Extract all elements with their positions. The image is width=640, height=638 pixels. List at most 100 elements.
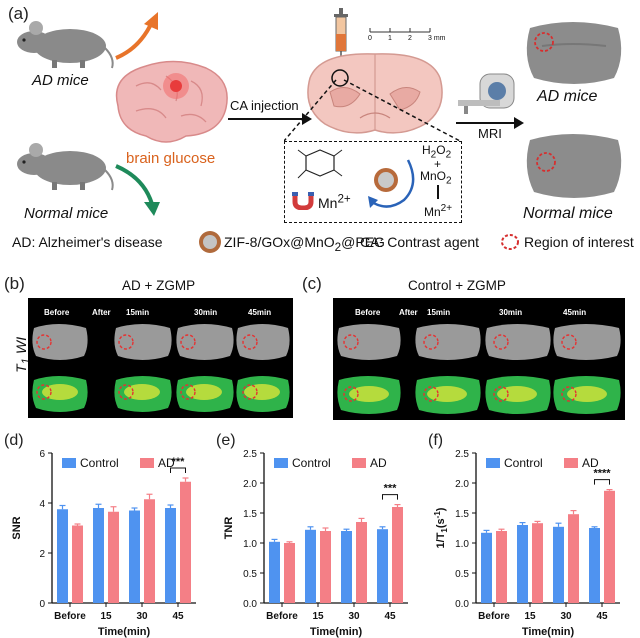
ad-mice-label: AD mice <box>32 72 89 89</box>
mn2-left-label: Mn2+ <box>318 192 351 211</box>
panel-c-mri-strip: Before After 15min 30min 45min <box>333 298 625 420</box>
relaxation-bar-chart: (f) Control AD 0.0 0.5 1.0 1.5 2.0 2.5 1/T1(s-1) B… <box>428 432 620 638</box>
b-label-before: Before <box>44 308 70 317</box>
panel-label: (f) <box>428 432 443 449</box>
y-tick-label: 0.0 <box>243 599 257 610</box>
normal-mice-right-label: Normal mice <box>523 205 613 222</box>
reaction-arrow <box>437 185 439 199</box>
bar-control <box>517 525 528 603</box>
y-axis-label: SNR <box>11 516 23 539</box>
ad-mri-brain <box>526 22 622 84</box>
y-tick-label: 4 <box>39 499 45 510</box>
legend-label-control: Control <box>504 456 543 470</box>
legend-label-control: Control <box>292 456 331 470</box>
y-tick-label: 2.5 <box>455 449 469 460</box>
legend-zgmp: ZIF-8/GOx@MnO2@PEG <box>224 234 385 254</box>
bar-ad <box>392 507 403 603</box>
legend-swatch-control <box>274 458 288 468</box>
panel-c-label: (c) <box>302 274 322 293</box>
h2o2-label: H2O2 <box>422 143 452 161</box>
y-tick-label: 1.5 <box>243 509 257 520</box>
tnr-bar-chart: (e) Control AD 0.0 0.5 1.0 1.5 2.0 2.5 TNR Before 1… <box>216 432 408 638</box>
bar-ad <box>568 514 579 603</box>
b-brain-images <box>32 324 290 412</box>
mn2-right-label: Mn2+ <box>424 203 453 219</box>
x-tick-label: Before <box>266 611 298 622</box>
nanoparticle-cycle-icon <box>368 159 415 208</box>
mri-arrow <box>456 122 520 124</box>
glucose-molecule-icon <box>297 149 343 179</box>
t1wi-text: T1 WI <box>13 336 33 373</box>
bar-ad <box>72 525 83 603</box>
legend-label-ad: AD <box>370 456 387 470</box>
ca-injection-label: CA injection <box>230 98 299 113</box>
y-tick-label: 1.5 <box>455 509 469 520</box>
panel-a-label: (a) <box>8 4 29 23</box>
y-tick-label: 0.0 <box>455 599 469 610</box>
y-tick-label: 1.0 <box>455 539 469 550</box>
legend-ca: CA: Contrast agent <box>360 234 480 250</box>
c-label-45min: 45min <box>563 308 587 317</box>
x-tick-label: 45 <box>384 611 396 622</box>
x-tick-label: 15 <box>524 611 536 622</box>
arrowhead-icon <box>302 113 312 125</box>
legend-swatch-ad <box>564 458 578 468</box>
bar-control <box>481 532 492 603</box>
mri-label: MRI <box>478 126 502 141</box>
y-tick-label: 0 <box>39 599 45 610</box>
magnet-icon <box>292 192 314 210</box>
mn2-left-text: Mn2+ <box>318 192 351 211</box>
bar-control <box>341 531 352 603</box>
legend-label-control: Control <box>80 456 119 470</box>
bar-control <box>305 529 316 603</box>
y-tick-label: 2.5 <box>243 449 257 460</box>
significance-bracket <box>382 494 398 500</box>
legend-swatch-ad <box>352 458 366 468</box>
x-tick-label: Before <box>478 611 510 622</box>
significance-bracket <box>170 467 186 473</box>
bar-control <box>93 508 104 603</box>
mri-arrowhead-icon <box>514 117 524 129</box>
x-axis-label: Time(min) <box>310 626 363 638</box>
x-axis-label: Time(min) <box>98 626 151 638</box>
bar-control <box>377 529 388 603</box>
bar-ad <box>604 490 615 603</box>
legend-swatch-control <box>486 458 500 468</box>
c-label-15min: 15min <box>427 308 451 317</box>
mri-scanner-icon <box>458 73 515 114</box>
c-label-after: After <box>399 308 418 317</box>
b-label-45min: 45min <box>248 308 272 317</box>
brain-illustration <box>115 60 228 143</box>
bar-ad <box>496 531 507 603</box>
c-label-before: Before <box>355 308 381 317</box>
bar-control <box>269 541 280 603</box>
y-tick-label: 1.0 <box>243 539 257 550</box>
c-brain-images <box>337 324 621 414</box>
bar-control <box>129 510 140 603</box>
legend-swatch-ad <box>140 458 154 468</box>
panel-b-mri-strip: Before After 15min 30min 45min <box>28 298 293 418</box>
bar-control <box>589 528 600 603</box>
x-tick-label: 30 <box>348 611 360 622</box>
x-tick-label: Before <box>54 611 86 622</box>
significance-bracket <box>594 479 610 485</box>
x-tick-label: 30 <box>136 611 148 622</box>
b-label-30min: 30min <box>194 308 218 317</box>
bar-control <box>57 509 68 603</box>
bar-ad <box>284 543 295 603</box>
y-tick-label: 6 <box>39 449 45 460</box>
y-tick-label: 2.0 <box>455 479 469 490</box>
plus-label: + <box>434 157 442 171</box>
scale-bar <box>369 28 431 33</box>
x-tick-label: 45 <box>596 611 608 622</box>
bar-control <box>165 508 176 603</box>
x-tick-label: 15 <box>312 611 324 622</box>
legend-label-ad: AD <box>582 456 599 470</box>
x-tick-label: 45 <box>172 611 184 622</box>
scale-tick-0: 0 <box>368 35 372 42</box>
bar-ad <box>356 522 367 603</box>
ca-injection-arrow <box>228 118 308 120</box>
ad-mice-right-label: AD mice <box>537 88 598 105</box>
panel-b-label: (b) <box>4 274 25 293</box>
significance-label: **** <box>593 468 611 480</box>
